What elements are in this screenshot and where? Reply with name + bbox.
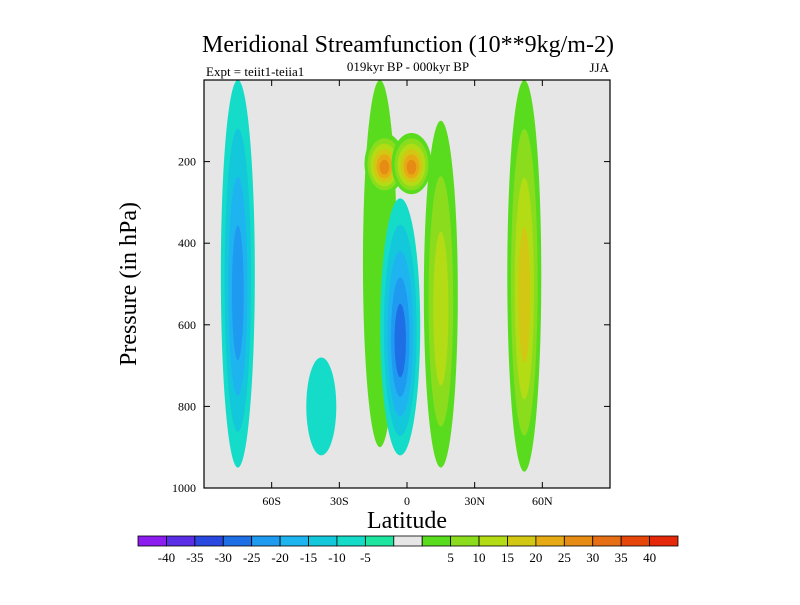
colorbar-label-6: -10 — [328, 550, 345, 565]
colorbar-label-4: -20 — [271, 550, 288, 565]
y-axis-label: Pressure (in hPa) — [116, 202, 142, 366]
colorbar-box-5 — [279, 535, 309, 547]
experiment-label: Expt = teiit1-teiia1 — [206, 64, 304, 79]
x-tick-label-3: 30N — [464, 494, 485, 508]
colorbar-box-18 — [649, 535, 679, 547]
colorbar-box-2 — [194, 535, 224, 547]
anomaly-4-band-5 — [406, 159, 417, 175]
y-tick-label-0: 200 — [178, 155, 196, 169]
anomaly-3-band-5 — [379, 159, 390, 175]
colorbar-box-15 — [563, 535, 594, 547]
x-tick-label-2: 0 — [404, 494, 410, 508]
colorbar-label-10: 15 — [501, 550, 514, 565]
colorbar-label-14: 35 — [615, 550, 628, 565]
colorbar-box-16 — [592, 535, 622, 547]
season-label: JJA — [589, 60, 609, 75]
anomaly-1 — [306, 357, 337, 456]
colorbar-label-12: 25 — [558, 550, 571, 565]
anomaly-5-band-4 — [394, 303, 406, 378]
anomaly-5 — [380, 198, 421, 456]
chart-subtitle: 019kyr BP - 000kyr BP — [347, 59, 469, 74]
y-tick-label-2: 600 — [178, 318, 196, 332]
colorbar-box-3 — [222, 535, 253, 547]
colorbar-box-7 — [336, 535, 366, 547]
y-axis-ticks: 200 400 600 800 1000 — [172, 155, 610, 495]
colorbar-label-0: -40 — [158, 550, 175, 565]
x-tick-label-0: 60S — [262, 494, 281, 508]
colorbar-box-14 — [535, 535, 565, 547]
colorbar-box-4 — [251, 535, 281, 547]
anomaly-0 — [220, 80, 255, 468]
x-axis-label: Latitude — [367, 508, 447, 534]
colorbar-label-2: -30 — [215, 550, 232, 565]
colorbar-box-10 — [421, 535, 452, 547]
colorbar-label-13: 30 — [586, 550, 599, 565]
colorbar-label-15: 40 — [643, 550, 656, 565]
y-tick-label-4: 1000 — [172, 481, 196, 495]
colorbar-box-0 — [137, 535, 167, 547]
anomaly-7-band-3 — [518, 226, 531, 364]
colorbar-box-6 — [308, 535, 338, 547]
anomaly-1-band-0 — [306, 357, 337, 456]
colorbar-label-3: -25 — [243, 550, 260, 565]
x-axis-ticks: 60S 30S 0 30N 60N — [262, 80, 553, 508]
colorbar-label-8: 5 — [447, 550, 454, 565]
anomaly-6 — [423, 120, 458, 468]
colorbar-box-8 — [364, 535, 395, 547]
plot-area — [203, 79, 611, 489]
anomaly-6-band-2 — [433, 231, 449, 386]
colorbar-box-17 — [620, 535, 650, 547]
colorbar-box-13 — [507, 535, 537, 547]
chart-title: Meridional Streamfunction (10**9kg/m-2) — [202, 32, 614, 58]
colorbar-box-11 — [450, 535, 480, 547]
colorbar-box-12 — [478, 535, 508, 547]
x-tick-label-4: 60N — [532, 494, 553, 508]
anomaly-7 — [507, 80, 542, 472]
colorbar-label-1: -35 — [186, 550, 203, 565]
colorbar-label-5: -15 — [300, 550, 317, 565]
contour-fills — [220, 80, 542, 472]
x-tick-label-1: 30S — [330, 494, 349, 508]
anomaly-4 — [391, 133, 432, 195]
colorbar-box-9 — [393, 535, 423, 547]
colorbar-box-1 — [166, 535, 196, 547]
colorbar: -40 -35 -30 -25 -20 -15 -10 -5 5 10 15 20 25 30 35 40 — [137, 535, 679, 565]
y-tick-label-1: 400 — [178, 236, 196, 250]
y-tick-label-3: 800 — [178, 399, 196, 413]
colorbar-label-11: 20 — [529, 550, 542, 565]
anomaly-0-band-3 — [231, 225, 244, 361]
colorbar-label-9: 10 — [473, 550, 486, 565]
colorbar-label-7: -5 — [360, 550, 371, 565]
